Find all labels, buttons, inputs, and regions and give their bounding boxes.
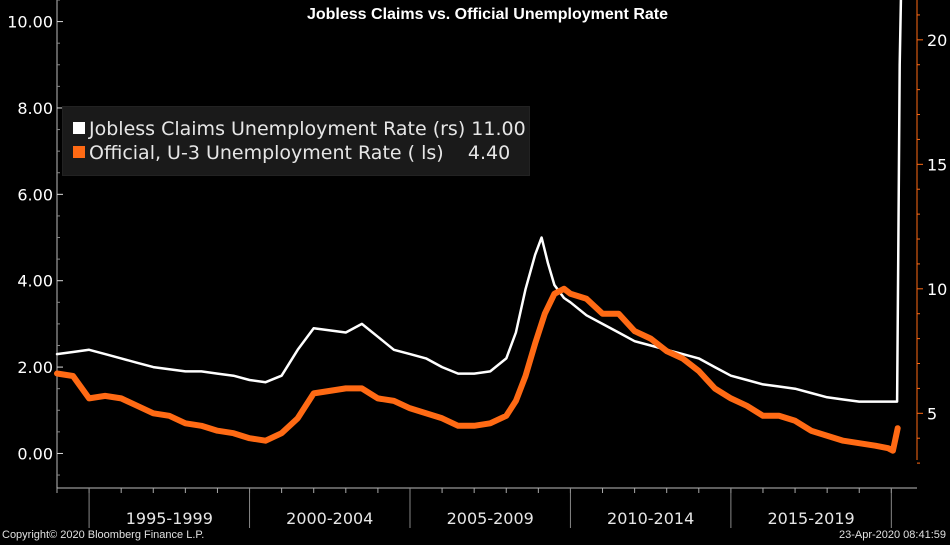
legend-entry-jobless: Jobless Claims Unemployment Rate (rs) 11…	[73, 118, 526, 142]
legend-value-jobless: 11.00	[471, 118, 526, 140]
x-axis-group-label: 2000-2004	[286, 509, 373, 528]
series-line-jobless-claims	[55, 0, 903, 403]
legend-entry-official: Official, U-3 Unemployment Rate ( ls) 4.…	[73, 142, 510, 166]
x-axis-group-label: 2005-2009	[447, 509, 534, 528]
left-axis-tick-label: 4.00	[17, 272, 53, 291]
left-axis-tick-label: 8.00	[17, 99, 53, 118]
legend: Jobless Claims Unemployment Rate (rs) 11…	[62, 106, 530, 176]
legend-swatch-orange	[73, 146, 85, 158]
legend-label-jobless: Jobless Claims Unemployment Rate (rs)	[89, 118, 466, 140]
left-axis-tick-label: 10.00	[7, 13, 53, 32]
series-line-official-u3	[54, 285, 901, 454]
legend-value-official: 4.40	[467, 142, 511, 164]
left-axis-tick-label: 6.00	[17, 185, 53, 204]
right-axis-tick-label: 10	[927, 280, 947, 299]
chart-title: Jobless Claims vs. Official Unemployment…	[306, 6, 668, 23]
copyright-text: Copyright© 2020 Bloomberg Finance L.P.	[2, 529, 205, 541]
legend-label-official: Official, U-3 Unemployment Rate ( ls)	[89, 142, 444, 164]
x-axis-group-label: 2010-2014	[607, 509, 694, 528]
x-axis-group-label: 2015-2019	[767, 509, 854, 528]
left-axis-tick-label: 0.00	[17, 444, 53, 463]
right-axis-tick-label: 15	[927, 155, 947, 174]
right-axis-tick-label: 20	[927, 31, 947, 50]
left-axis-tick-label: 2.00	[17, 358, 53, 377]
x-axis-group-label: 1995-1999	[126, 509, 213, 528]
legend-swatch-white	[73, 122, 85, 134]
right-axis-tick-label: 5	[927, 404, 937, 423]
timestamp-text: 23-Apr-2020 08:41:59	[838, 529, 946, 541]
